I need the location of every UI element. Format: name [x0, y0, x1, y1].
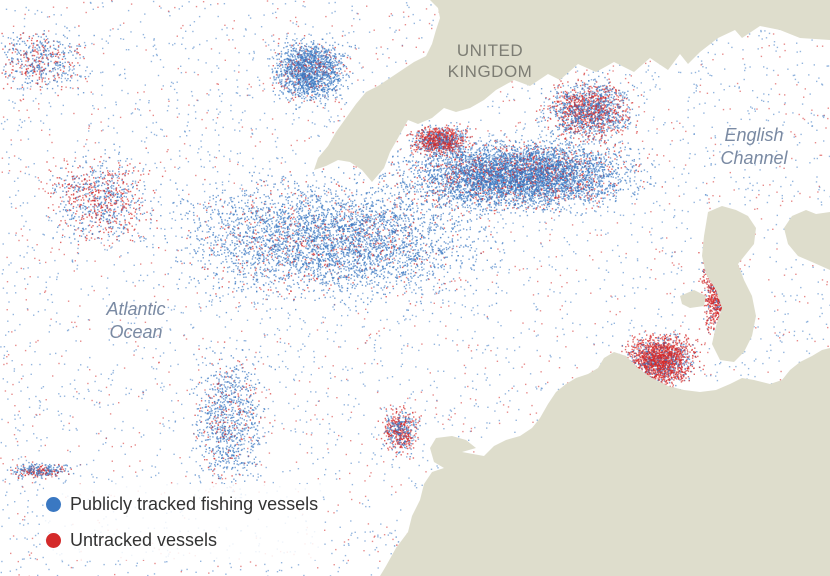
- label-atlantic-ocean-line1: Atlantic: [88, 298, 184, 321]
- legend-label-untracked: Untracked vessels: [70, 530, 217, 551]
- land-france: [380, 348, 830, 576]
- label-united-kingdom: UNITED KINGDOM: [440, 40, 540, 83]
- legend-swatch-tracked: [46, 497, 61, 512]
- label-united-kingdom-line2: KINGDOM: [440, 61, 540, 82]
- label-united-kingdom-line1: UNITED: [440, 40, 540, 61]
- legend-label-tracked: Publicly tracked fishing vessels: [70, 494, 318, 515]
- label-english-channel: English Channel: [702, 124, 806, 169]
- legend: Publicly tracked fishing vessels Untrack…: [44, 484, 322, 560]
- label-english-channel-line2: Channel: [702, 147, 806, 170]
- land-normandy: [784, 210, 830, 270]
- legend-item-untracked: Untracked vessels: [46, 522, 318, 558]
- label-atlantic-ocean: Atlantic Ocean: [88, 298, 184, 343]
- land-masses: [314, 0, 830, 576]
- land-cotentin: [702, 206, 756, 362]
- legend-swatch-untracked: [46, 533, 61, 548]
- label-english-channel-line1: English: [702, 124, 806, 147]
- label-atlantic-ocean-line2: Ocean: [88, 321, 184, 344]
- legend-item-tracked: Publicly tracked fishing vessels: [46, 486, 318, 522]
